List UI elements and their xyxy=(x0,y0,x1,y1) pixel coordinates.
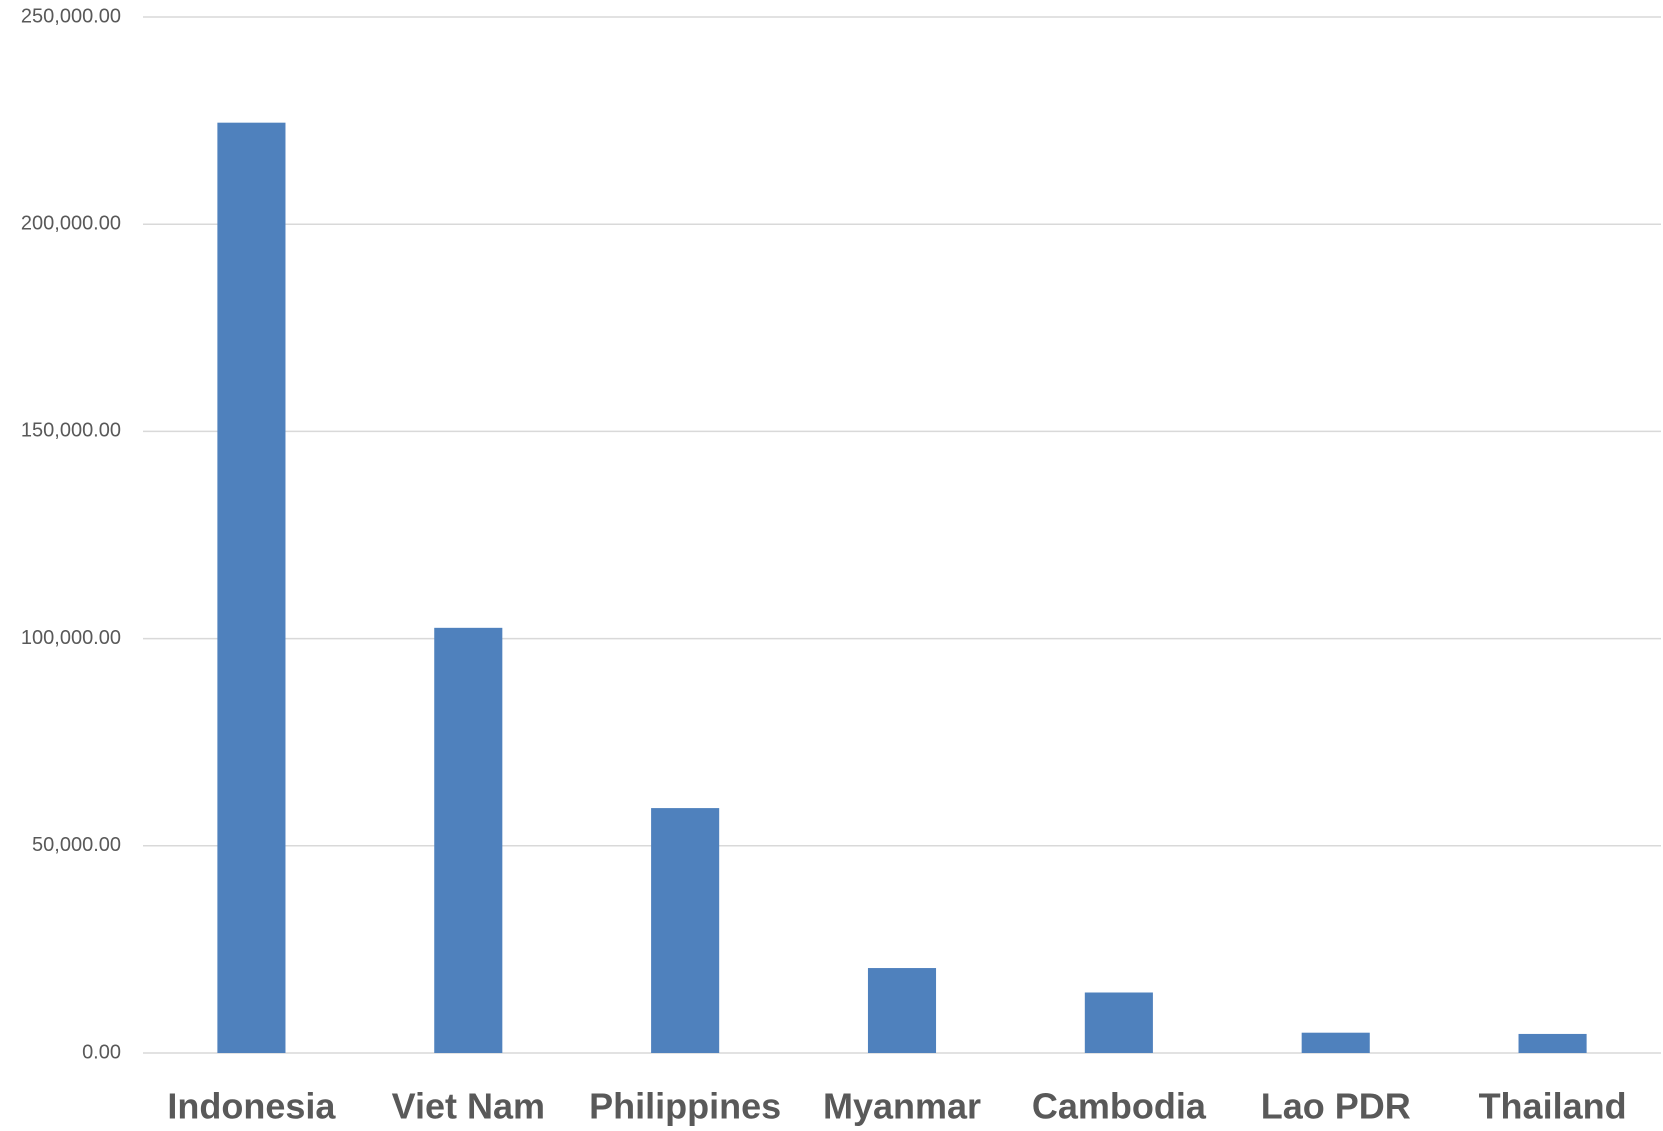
x-tick-label: Thailand xyxy=(1479,1086,1627,1127)
y-tick-label: 200,000.00 xyxy=(21,212,121,234)
x-tick-label: Philippines xyxy=(589,1086,781,1127)
y-tick-label: 0.00 xyxy=(82,1041,121,1063)
y-tick-label: 150,000.00 xyxy=(21,420,121,442)
y-tick-label: 50,000.00 xyxy=(32,834,121,856)
x-tick-label: Myanmar xyxy=(823,1086,981,1127)
y-tick-label: 250,000.00 xyxy=(21,5,121,27)
x-tick-label: Cambodia xyxy=(1032,1086,1207,1127)
x-tick-label: Indonesia xyxy=(167,1086,336,1127)
bar xyxy=(434,627,503,1053)
x-tick-label: Viet Nam xyxy=(392,1086,545,1127)
bar xyxy=(217,122,286,1053)
bar xyxy=(1301,1032,1370,1053)
bar xyxy=(651,808,720,1053)
bar xyxy=(1518,1033,1587,1053)
bar xyxy=(1084,992,1153,1053)
y-tick-label: 100,000.00 xyxy=(21,627,121,649)
bar xyxy=(867,968,937,1053)
x-tick-label: Lao PDR xyxy=(1261,1086,1411,1127)
